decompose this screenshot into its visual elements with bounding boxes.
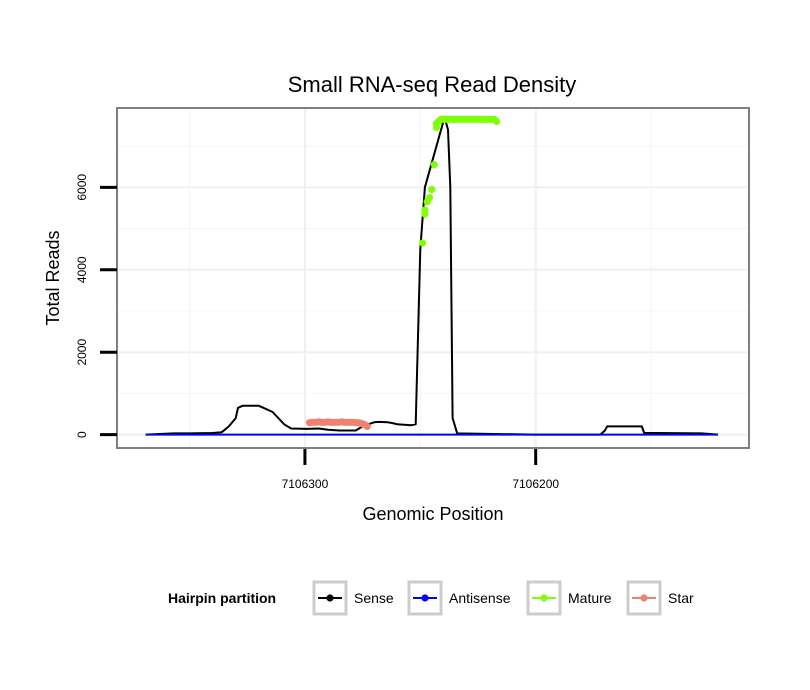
data-point-mature bbox=[425, 194, 434, 202]
x-tick-label: 7106300 bbox=[282, 477, 329, 491]
legend-title: Hairpin partition bbox=[168, 590, 276, 606]
legend-label: Star bbox=[668, 590, 694, 606]
data-point-star bbox=[363, 422, 371, 430]
axes: 0 2000 4000 6000 7106300 7106200 bbox=[75, 174, 559, 491]
legend-key-point bbox=[540, 594, 548, 602]
y-tick-label: 4000 bbox=[75, 256, 89, 283]
data-point-mature bbox=[419, 239, 427, 247]
legend-key-point bbox=[326, 594, 334, 602]
data-point-mature bbox=[492, 117, 501, 125]
legend-key-point bbox=[421, 594, 429, 602]
y-tick-label: 6000 bbox=[75, 174, 89, 201]
x-axis-title: Genomic Position bbox=[362, 504, 503, 524]
legend-key-point bbox=[640, 594, 648, 602]
series-layer bbox=[145, 115, 719, 436]
chart-title: Small RNA-seq Read Density bbox=[288, 72, 577, 97]
y-tick-label: 0 bbox=[75, 431, 89, 438]
legend-label: Mature bbox=[568, 590, 612, 606]
data-point-mature bbox=[430, 161, 438, 169]
y-axis-title: Total Reads bbox=[43, 230, 63, 325]
data-point-mature bbox=[421, 206, 429, 214]
x-tick-label: 7106200 bbox=[512, 477, 559, 491]
data-point-mature bbox=[428, 185, 436, 193]
y-tick-label: 2000 bbox=[75, 339, 89, 366]
legend: Hairpin partition Sense Antisense Mature St… bbox=[168, 580, 694, 616]
legend-label: Sense bbox=[354, 590, 394, 606]
legend-label: Antisense bbox=[449, 590, 511, 606]
